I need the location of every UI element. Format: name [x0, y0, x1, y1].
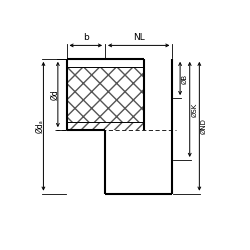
Text: ØSK: ØSK [191, 102, 197, 117]
Text: Ød: Ød [50, 89, 59, 100]
Text: NL: NL [133, 33, 144, 42]
Bar [105, 130, 172, 194]
Bar [66, 59, 144, 66]
Text: ØND: ØND [201, 118, 207, 134]
Text: Ødₐ: Ødₐ [36, 120, 44, 133]
Text: b: b [83, 33, 89, 42]
Bar [66, 122, 144, 130]
Bar [66, 59, 144, 130]
Text: ØB: ØB [182, 74, 188, 84]
Bar [66, 66, 144, 122]
